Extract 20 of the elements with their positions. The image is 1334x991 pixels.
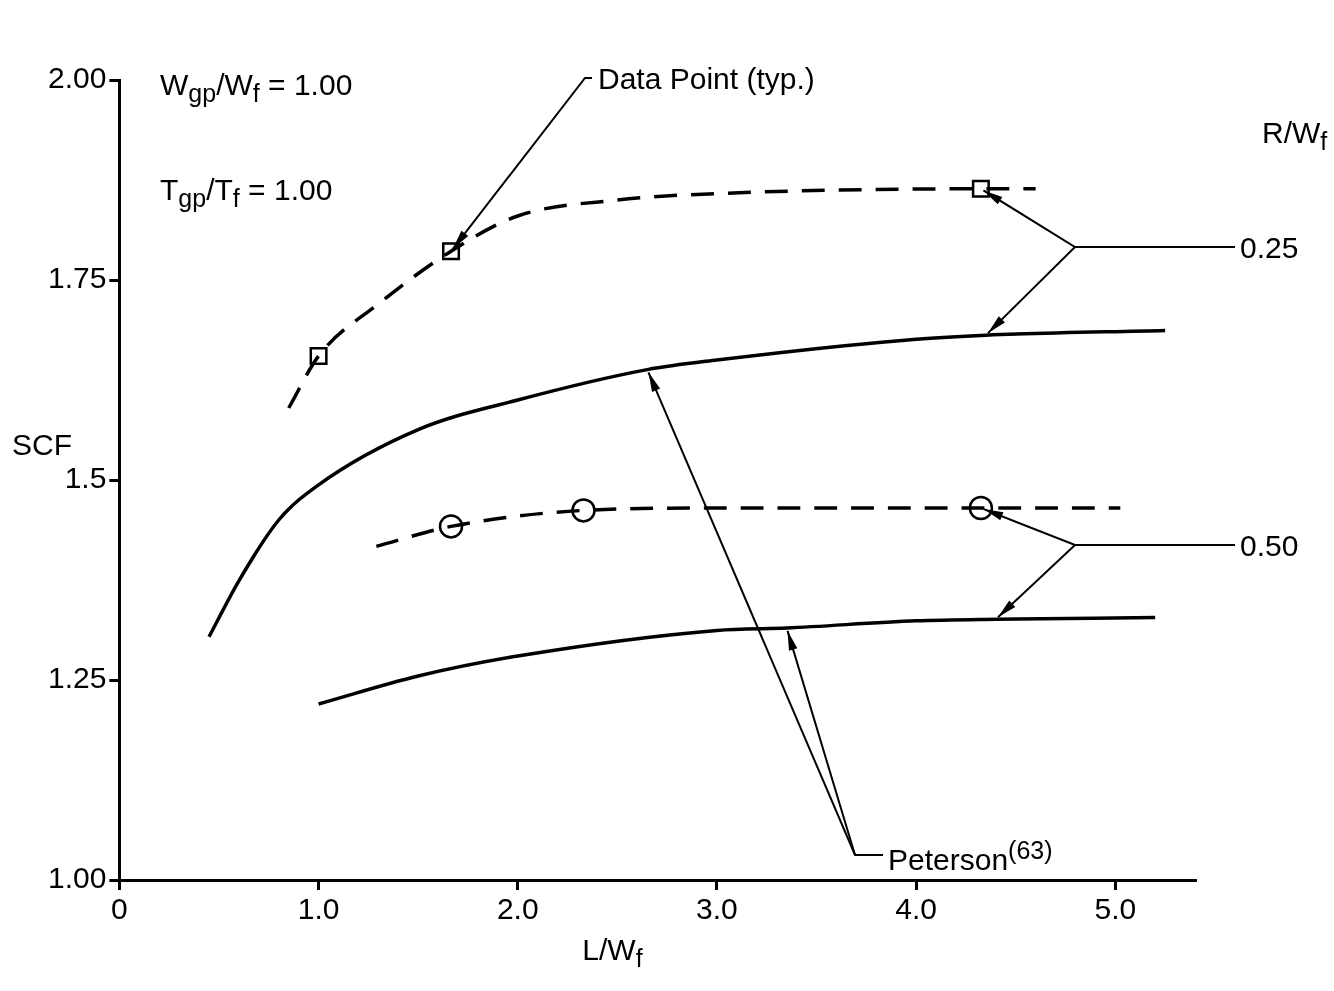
x-tick-label: 5.0 (1094, 892, 1137, 926)
y-tick-label: 1.5 (64, 461, 107, 495)
y-tick-label: 1.00 (48, 861, 107, 895)
x-tick-label: 4.0 (895, 892, 937, 926)
x-axis-title: L/W$_{f}$ (582, 933, 643, 972)
x-tick-label: 0 (111, 892, 128, 926)
annotation: Data Point (typ.) (598, 62, 815, 95)
annotation: T$_{gp}$/T$_{f}$ = 1.00 (160, 173, 333, 212)
x-tick-label: 1.0 (297, 892, 340, 926)
annotation: Peterson$^{(63)}$ (888, 836, 1053, 876)
annotation: 0.50 (1240, 529, 1299, 562)
annotation: 0.25 (1240, 231, 1299, 264)
y-axis-title: SCF (12, 428, 72, 461)
x-tick-label: 3.0 (696, 892, 738, 926)
y-tick-label: 2.00 (48, 61, 107, 95)
x-tick-label: 2.0 (496, 892, 539, 926)
text: R/W$_{f}$ (1262, 116, 1328, 155)
annotation: W$_{gp}$/W$_{f}$ = 1.00 (160, 68, 353, 107)
y-tick-label: 1.75 (48, 261, 107, 295)
y-tick-label: 1.25 (48, 661, 107, 695)
